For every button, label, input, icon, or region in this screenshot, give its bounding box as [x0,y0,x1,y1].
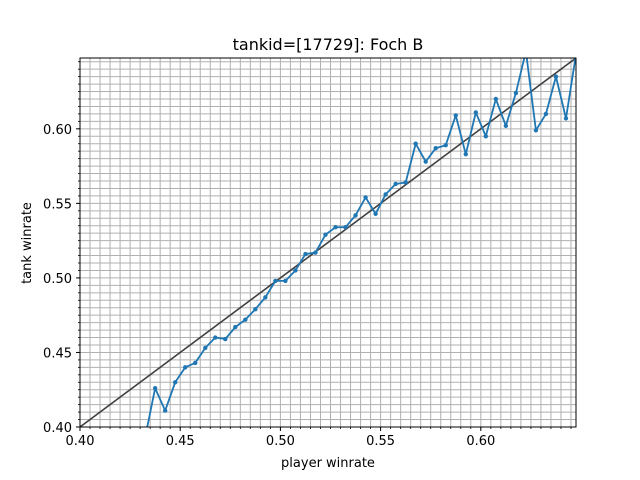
winrate-point [333,225,338,230]
winrate-point [524,49,528,53]
winrate-point [283,278,288,284]
winrate-point [503,123,509,129]
winrate-point [273,278,278,284]
winrate-point [453,113,458,118]
winrate-point [563,116,569,121]
winrate-point [343,225,348,230]
winrate-point [493,96,499,102]
winrate-point [513,90,519,96]
winrate-point [403,180,408,185]
plot-frame [79,57,577,428]
winrate-point [223,336,228,342]
winrate-point [463,151,468,157]
ticks: 0.40 0.45 0.50 0.55 0.60 0.40 0.45 0.50 0.55 0.60 [43,61,572,449]
winrate-point [143,435,147,439]
winrate-point [263,295,268,300]
winrate-point [363,195,368,200]
winrate-point [183,365,188,370]
x-axis-label: player winrate [281,456,375,471]
winrate-point [483,134,489,139]
winrate-point [323,232,328,237]
winrate-point [393,181,398,187]
winrate-point [162,408,168,413]
winrate-point [213,335,218,340]
winrate-point [533,128,539,133]
y-axis-label: tank winrate [20,202,35,284]
winrate-point [203,345,208,351]
x-tick-label: 0.50 [266,434,295,449]
x-tick-label: 0.45 [166,434,195,449]
winrate-point [172,380,178,385]
winrate-point [543,111,549,117]
winrate-point [413,141,418,146]
winrate-point [293,268,298,273]
y-tick-label: 0.55 [43,197,72,212]
winrate-point [383,192,388,197]
x-tick-label: 0.55 [366,434,395,449]
winrate-point [574,52,578,56]
winrate-point [473,110,478,115]
y-tick-label: 0.40 [43,421,72,436]
winrate-point [313,250,318,255]
winrate-point [303,251,308,257]
winrate-point [553,74,559,79]
series-layer [80,49,578,439]
winrate-point [443,143,448,148]
chart-title: tankid=[17729]: Foch B [233,35,424,54]
y-tick-label: 0.50 [43,272,72,287]
y-tick-label: 0.45 [43,346,72,361]
winrate-point [423,159,428,164]
winrate-point [243,317,248,322]
y-tick-label: 0.60 [43,123,72,138]
winrate-point [373,211,378,216]
reference-line [80,58,576,427]
winrate-point [433,146,438,151]
winrate-point [233,324,238,330]
winrate-point [152,386,158,391]
x-tick-label: 0.40 [66,434,95,449]
grid [79,58,576,428]
winrate-point [193,360,198,366]
x-tick-label: 0.60 [466,434,495,449]
winrate-point [253,307,258,312]
winrate-point [353,213,358,218]
